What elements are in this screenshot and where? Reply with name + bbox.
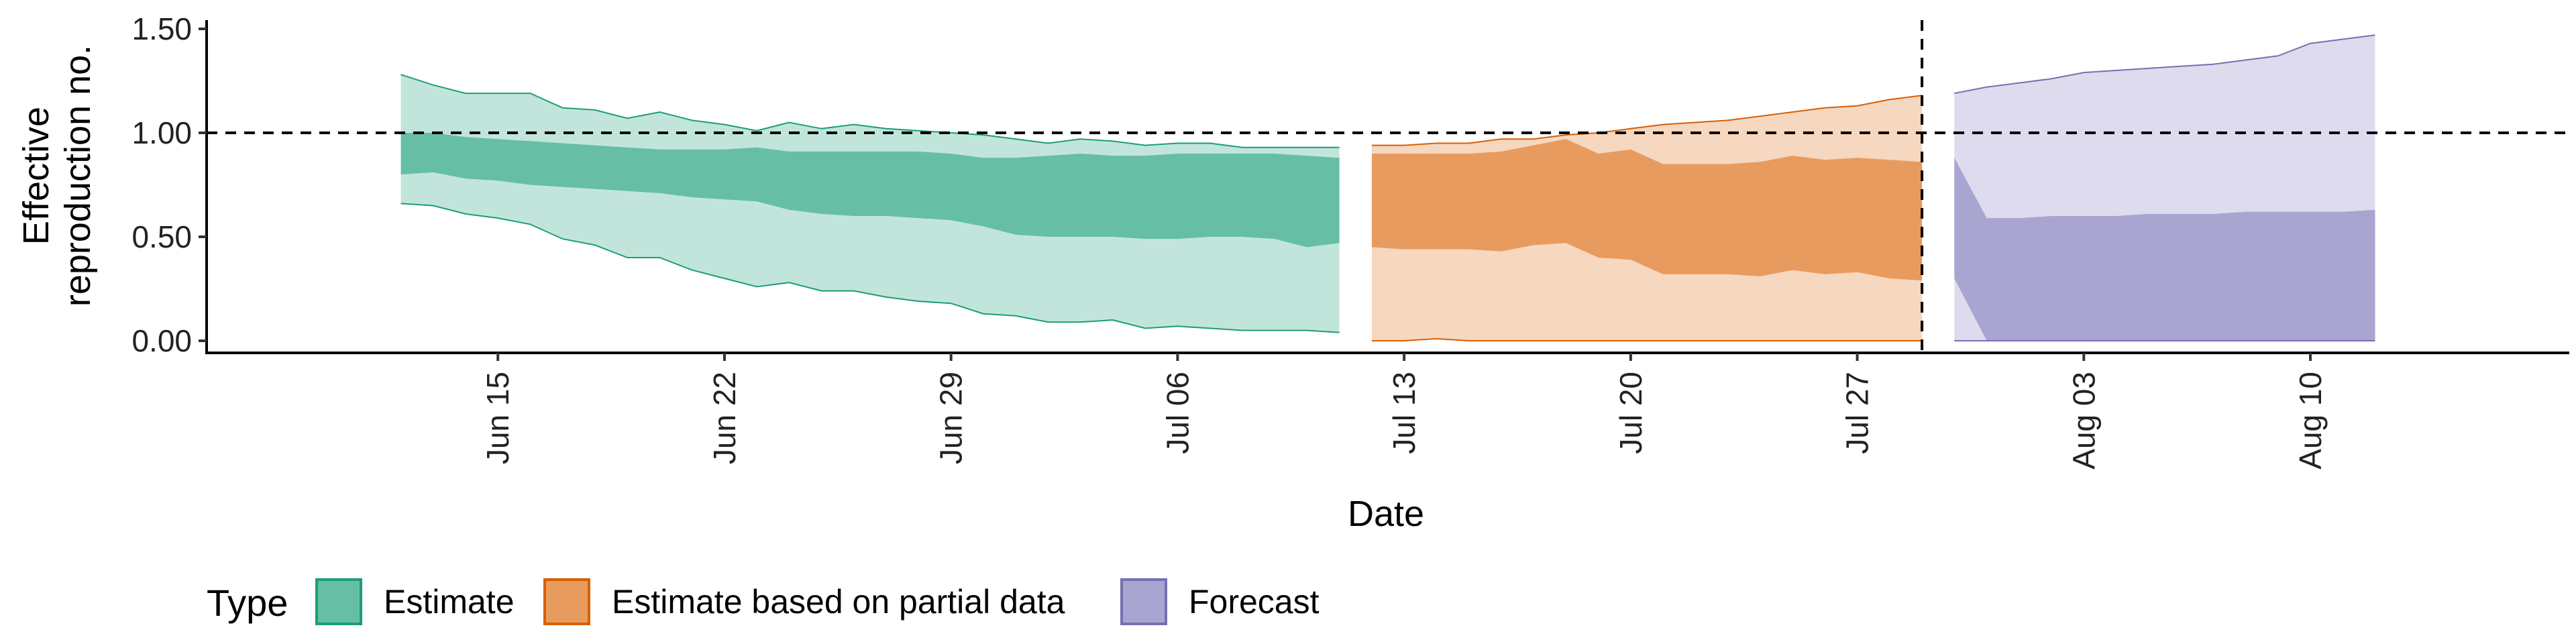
x-tick-label: Jun 22 <box>707 372 742 464</box>
legend-item: Forecast <box>1120 578 1320 625</box>
legend-item: Estimate <box>315 578 515 625</box>
legend-label: Forecast <box>1189 583 1320 621</box>
upper-90-line-estimate-based-on-partial-data <box>1371 95 1923 146</box>
legend-key <box>1120 578 1167 625</box>
upper-90-line-estimate <box>400 74 1340 148</box>
y-tick-label: 1.00 <box>131 115 192 150</box>
x-tick-label: Aug 03 <box>2066 372 2101 470</box>
lower-90-line-estimate-based-on-partial-data <box>1371 337 1923 341</box>
legend-items: Estimate Estimate based on partial data Fo… <box>315 578 1320 625</box>
x-tick-label: Jun 29 <box>934 372 969 464</box>
y-axis-title-line-1: Effective <box>16 107 56 245</box>
legend-key <box>315 578 362 625</box>
x-tick-label: Jul 20 <box>1613 372 1648 454</box>
y-ticks: 0.00 0.50 1.00 1.50 <box>131 11 207 358</box>
upper-90-line-forecast <box>1954 34 2375 95</box>
x-tick-label: Jul 06 <box>1160 372 1195 454</box>
x-tick-label: Jun 15 <box>480 372 515 464</box>
x-ticks: Jun 15 Jun 22 Jun 29 Jul 06 Jul 13 Jul 20 Jul … <box>480 353 2328 470</box>
y-tick-label: 0.50 <box>131 219 192 254</box>
x-tick-label: Jul 13 <box>1387 372 1421 454</box>
series-estimate <box>400 74 1340 333</box>
x-tick-label: Aug 10 <box>2293 372 2328 470</box>
legend-label: Estimate based on partial data <box>612 583 1065 621</box>
legend-key <box>543 578 590 625</box>
series-forecast <box>1954 34 2375 341</box>
band-50-forecast <box>1954 158 2375 341</box>
series-estimate-based-on-partial-data <box>1371 95 1923 341</box>
band-50-estimate <box>400 133 1340 248</box>
lower-90-line-estimate <box>400 203 1340 333</box>
band-50-estimate-based-on-partial-data <box>1371 139 1923 281</box>
y-tick-label: 1.50 <box>131 11 192 46</box>
y-axis-title-line-2: reproduction no. <box>58 45 98 307</box>
x-tick-label: Jul 27 <box>1840 372 1875 454</box>
x-axis-title: Date <box>1348 494 1424 534</box>
legend: Type Estimate Estimate based on partial d… <box>207 578 1320 625</box>
uncertainty-bands <box>400 34 2375 341</box>
y-axis-title: Effective reproduction no. <box>16 45 98 307</box>
legend-title: Type <box>207 582 288 624</box>
legend-item: Estimate based on partial data <box>543 578 1065 625</box>
axes <box>205 20 2569 354</box>
y-tick-label: 0.00 <box>131 323 192 358</box>
legend-label: Estimate <box>384 583 515 621</box>
